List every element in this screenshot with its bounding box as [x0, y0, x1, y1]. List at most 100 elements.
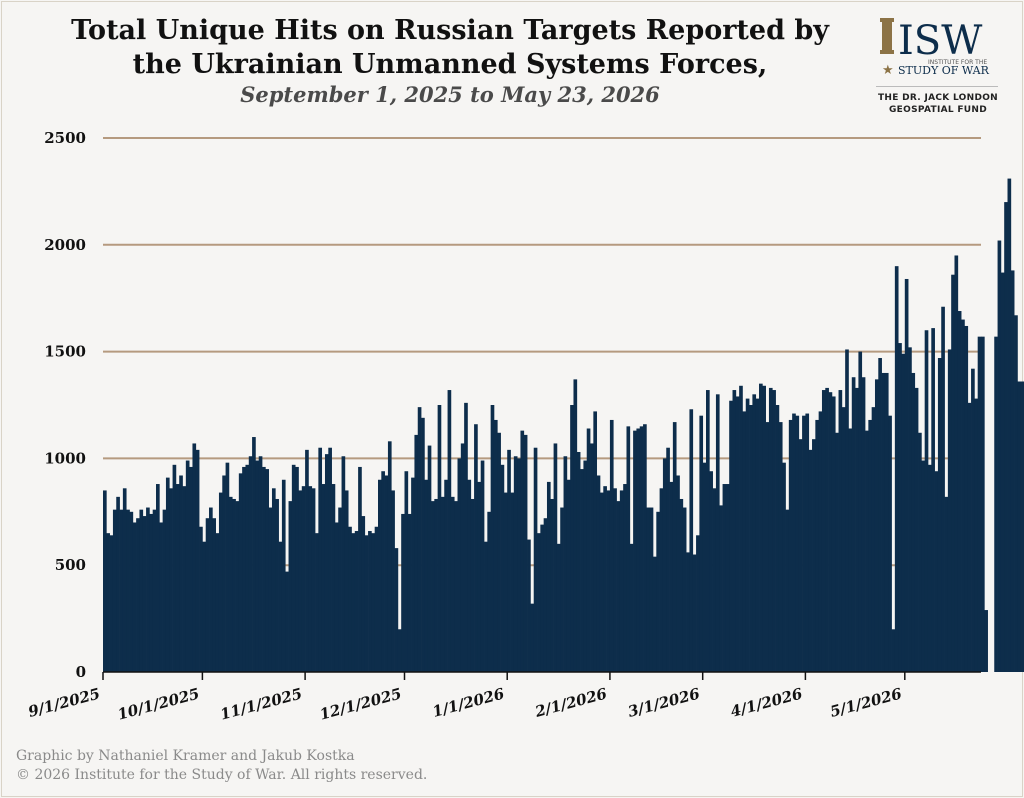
- bar: [815, 419, 819, 672]
- bar: [619, 490, 624, 672]
- bar: [106, 533, 110, 672]
- bar: [580, 469, 584, 672]
- bar: [981, 336, 985, 672]
- bar: [457, 458, 462, 672]
- bar: [898, 343, 902, 672]
- bar: [487, 511, 491, 672]
- bar: [540, 524, 544, 672]
- bar: [132, 522, 137, 672]
- x-tick-label: 3/1/2026: [626, 684, 702, 721]
- bar: [908, 347, 912, 672]
- bar: [662, 458, 667, 672]
- bar: [643, 424, 647, 672]
- logo-divider: [876, 86, 998, 87]
- bar: [119, 509, 124, 672]
- bar: [825, 387, 829, 672]
- bar: [732, 390, 737, 672]
- bar: [324, 454, 329, 672]
- bar: [136, 518, 140, 672]
- bar: [199, 526, 203, 672]
- bar: [238, 473, 243, 672]
- bar: [696, 535, 700, 672]
- bar: [563, 456, 568, 672]
- bar: [334, 522, 339, 672]
- isw-tagline: STUDY OF WAR: [898, 64, 990, 77]
- bar: [712, 488, 717, 672]
- bar: [838, 390, 843, 672]
- bar: [351, 533, 356, 672]
- bar: [788, 419, 793, 672]
- bar: [411, 477, 415, 672]
- bar: [911, 372, 916, 672]
- bar: [116, 496, 120, 672]
- bar: [301, 486, 306, 672]
- bar: [103, 490, 107, 672]
- bar: [195, 449, 200, 672]
- bar: [855, 387, 859, 672]
- bar: [672, 422, 677, 672]
- bar: [901, 353, 906, 672]
- bar: [371, 533, 376, 672]
- bar: [626, 426, 631, 672]
- bar: [271, 488, 276, 672]
- bar: [434, 498, 438, 672]
- bar: [318, 447, 323, 672]
- bar: [613, 488, 617, 672]
- bar: [252, 437, 256, 672]
- bar: [702, 462, 707, 672]
- bar: [1007, 178, 1012, 672]
- bar: [947, 349, 952, 672]
- bar: [944, 496, 949, 672]
- bar: [556, 543, 561, 672]
- bar: [692, 554, 697, 672]
- bar: [311, 488, 316, 672]
- bar: [126, 509, 130, 672]
- bar: [315, 533, 319, 672]
- bar: [878, 358, 882, 672]
- bar: [768, 387, 773, 672]
- y-tick-label: 0: [76, 663, 86, 681]
- bar: [775, 405, 780, 672]
- bar: [609, 419, 614, 672]
- bar: [686, 552, 690, 672]
- isw-letters: ISW: [898, 18, 982, 64]
- bar: [762, 385, 766, 672]
- bar: [652, 556, 657, 672]
- x-tick-label: 2/1/2026: [532, 684, 609, 721]
- bar: [440, 496, 445, 672]
- bar: [742, 411, 747, 672]
- bar: [404, 471, 409, 672]
- isw-logo: ISW ★ INSTITUTE FOR THE STUDY OF WAR THE…: [876, 14, 1000, 124]
- fund-line-2: GEOSPATIAL FUND: [889, 105, 987, 115]
- bar: [977, 336, 982, 672]
- bar: [782, 462, 786, 672]
- bar: [937, 358, 942, 672]
- x-tick-label: 11/1/2025: [218, 684, 304, 723]
- bar: [918, 432, 922, 672]
- bar: [546, 481, 551, 672]
- bar: [729, 400, 733, 672]
- bar: [497, 432, 501, 672]
- bar: [169, 488, 173, 672]
- bar: [831, 396, 836, 672]
- bar: [881, 372, 886, 672]
- bar: [424, 479, 429, 672]
- bar: [931, 328, 935, 672]
- bar: [222, 475, 226, 672]
- bar: [242, 466, 246, 672]
- bar: [997, 240, 1002, 672]
- bar: [129, 511, 134, 672]
- bar: [891, 629, 896, 672]
- bar: [354, 531, 359, 672]
- bar: [623, 484, 627, 672]
- bar: [295, 466, 299, 672]
- bar: [570, 405, 574, 672]
- fund-name: THE DR. JACK LONDON GEOSPATIAL FUND: [876, 92, 1000, 116]
- bar: [493, 419, 498, 672]
- chart-subtitle: September 1, 2025 to May 23, 2026: [240, 82, 660, 107]
- bar: [954, 255, 959, 673]
- bar: [364, 535, 369, 672]
- bar: [884, 372, 889, 672]
- bar: [381, 471, 385, 672]
